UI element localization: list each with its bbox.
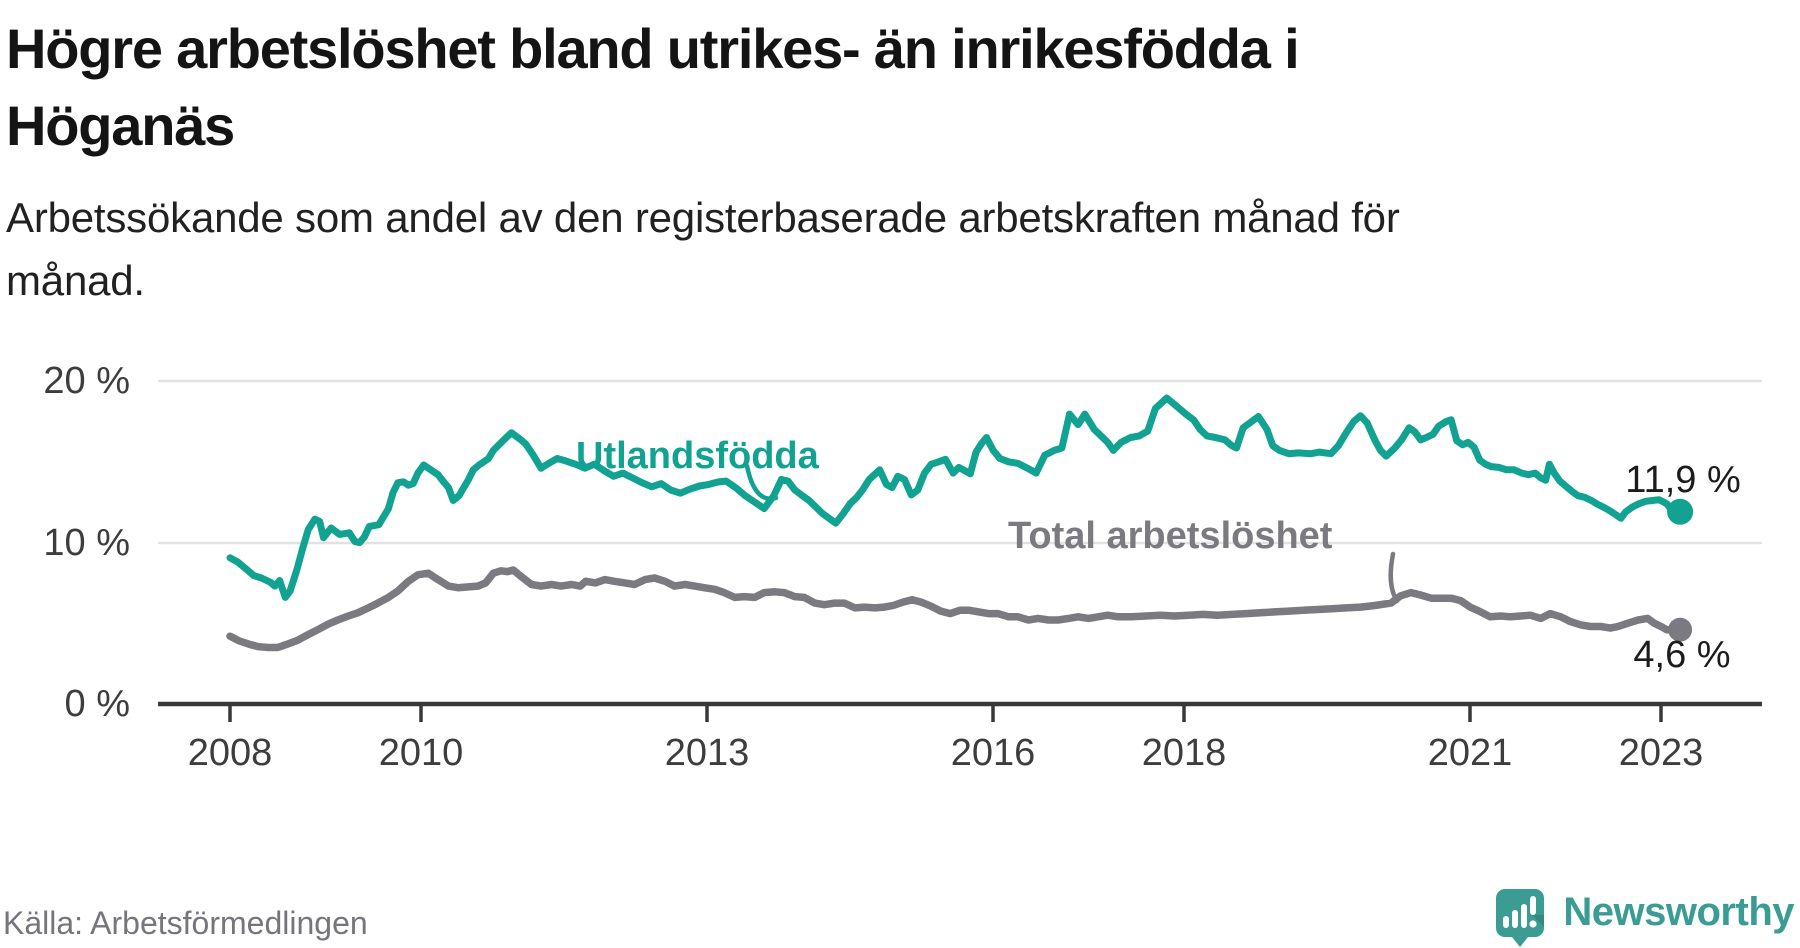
chart-subtitle: Arbetssökande som andel av den registerb…	[6, 186, 1706, 312]
series-label-utlandsfodda: Utlandsfödda	[576, 435, 819, 477]
subtitle-line-1: Arbetssökande som andel av den registerb…	[6, 194, 1400, 241]
x-tick-2013: 2013	[664, 732, 750, 774]
title-line-1: Högre arbetslöshet bland utrikes- än inr…	[6, 17, 1300, 80]
series-end-dot-total	[1668, 617, 1693, 642]
series-line-utlandsfodda	[226, 394, 1684, 601]
y-tick-20: 20 %	[43, 360, 130, 402]
series-end-dot-utlandsfodda	[1667, 498, 1694, 525]
subtitle-line-2: månad.	[6, 257, 145, 304]
y-tick-10: 10 %	[43, 522, 130, 564]
newsworthy-pin-icon	[1496, 889, 1545, 947]
x-tick-2010: 2010	[378, 732, 464, 774]
data-series-layer	[226, 394, 1694, 652]
y-tick-0: 0 %	[64, 683, 130, 725]
newsworthy-logo: Newsworthy	[1495, 888, 1794, 948]
series-line-total	[226, 566, 1684, 652]
series-label-total: Total arbetslöshet	[1008, 515, 1333, 557]
total-label-leader	[1388, 551, 1400, 604]
end-label-utlandsfodda: 11,9 %	[1625, 459, 1741, 501]
x-tick-2023: 2023	[1618, 732, 1704, 774]
x-axis-ticks	[228, 704, 1663, 722]
end-label-total: 4,6 %	[1633, 634, 1731, 676]
x-tick-2018: 2018	[1141, 732, 1227, 774]
x-tick-2016: 2016	[950, 732, 1036, 774]
x-tick-2021: 2021	[1427, 732, 1513, 774]
source-note: Källa: Arbetsförmedlingen	[3, 905, 368, 941]
title-line-2: Höganäs	[6, 94, 235, 157]
brand-name: Newsworthy	[1563, 890, 1794, 934]
page-title: Högre arbetslöshet bland utrikes- än inr…	[6, 10, 1766, 164]
x-tick-2008: 2008	[187, 732, 273, 774]
